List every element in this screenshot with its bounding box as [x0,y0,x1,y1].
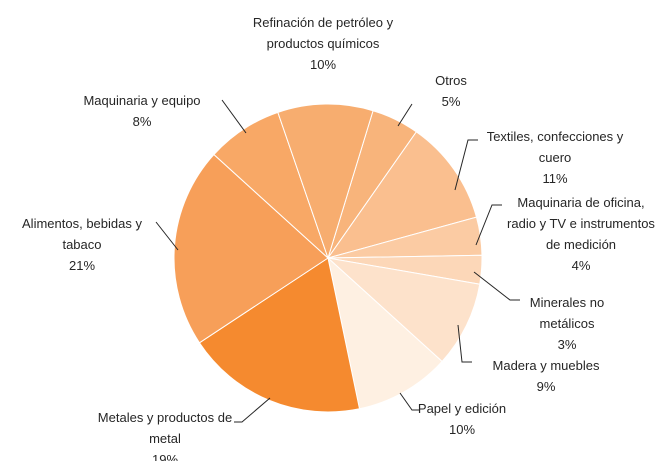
value-label: 21% [68,258,96,273]
leader-line [457,324,472,363]
leader-line [475,204,502,246]
category-label: Otros [435,73,467,88]
slice-label: Madera y muebles 9% [476,355,616,397]
pie-slice [326,257,481,363]
leader-line [397,103,413,127]
leader-line [454,139,478,191]
value-label: 11% [542,171,568,186]
slice-label: Textiles, confecciones y cuero 11% [475,126,635,189]
category-label: Metales y productos de metal [97,410,233,446]
slice-label: Otros 5% [411,70,491,112]
slice-label: Minerales no metálicos 3% [512,292,622,355]
category-label: Madera y muebles [492,358,600,373]
slice-label: Maquinaria y equipo 8% [62,90,222,132]
category-label: Maquinaria y equipo [83,93,201,108]
leader-line [234,397,271,423]
category-label: Maquinaria de oficina, radio y TV e inst… [507,195,655,252]
pie-slice [326,131,478,259]
value-label: 5% [441,94,461,109]
category-label: Alimentos, bebidas y tabaco [22,216,142,252]
slice-label: Alimentos, bebidas y tabaco 21% [2,213,162,276]
pie-slice [277,103,374,260]
slice-label: Refinación de petróleo y productos quími… [250,12,396,75]
slice-label: Maquinaria de oficina, radio y TV e inst… [506,192,656,276]
value-label: 3% [557,337,577,352]
leader-line [473,271,520,301]
value-label: 10% [448,422,476,437]
leader-line [221,99,247,134]
value-label: 10% [309,57,337,72]
pie-slice [198,257,361,413]
value-label: 8% [132,114,152,129]
category-label: Papel y edición [417,401,507,416]
value-label: 9% [536,379,556,394]
category-label: Minerales no metálicos [529,295,605,331]
value-label: 4% [571,258,591,273]
leader-line [399,392,420,411]
value-label: 19% [151,452,179,461]
slice-label: Metales y productos de metal 19% [90,407,240,461]
slice-label: Papel y edición 10% [402,398,522,440]
category-label: Textiles, confecciones y cuero [486,129,624,165]
pie-slice [327,256,443,410]
leader-line [155,221,179,251]
category-label: Refinación de petróleo y productos quími… [252,15,394,51]
